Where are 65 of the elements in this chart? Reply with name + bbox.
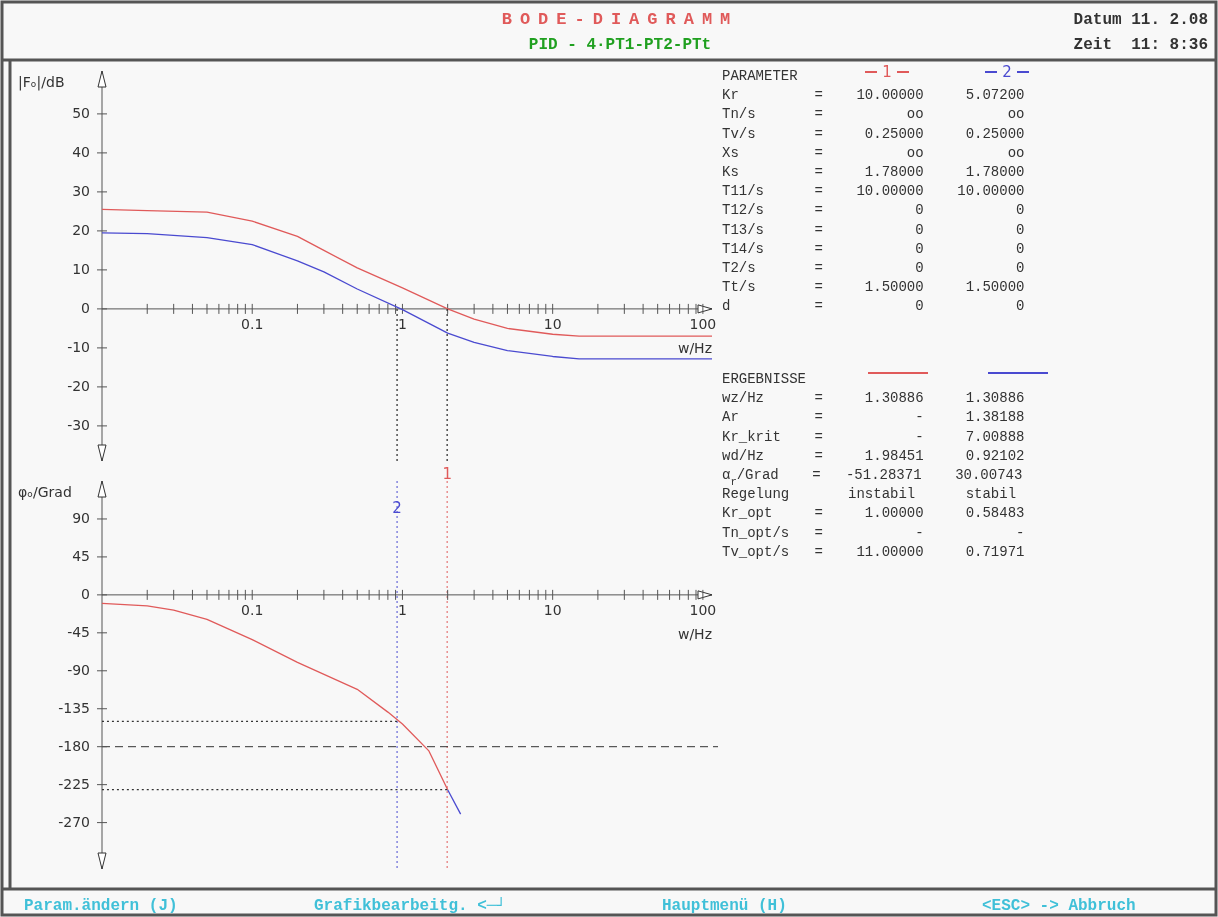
y-tick-label: 30 bbox=[72, 183, 90, 200]
y-tick-label: -10 bbox=[67, 339, 90, 356]
text: Ar = - 1.38188 bbox=[722, 409, 1025, 426]
text: Tt/s = 1.50000 1.50000 bbox=[722, 279, 1025, 296]
text: T14/s = 0 0 bbox=[722, 240, 1025, 257]
y-tick-label: 0 bbox=[81, 300, 90, 317]
annotation: 1 bbox=[442, 465, 452, 483]
chart-subtitle: PID - 4·PT1-PT2-PTt bbox=[528, 36, 712, 54]
text: Regelung instabil stabil bbox=[722, 486, 1017, 503]
text: Tn_opt/s = - - bbox=[722, 524, 1025, 541]
annotation: 2 bbox=[392, 498, 402, 517]
text: ERGEBNISSE bbox=[722, 371, 807, 387]
text: α$_{r}$/Grad = -51.28371 30.00743 bbox=[722, 467, 1023, 488]
y-tick-label: 90 bbox=[72, 510, 90, 527]
x-tick-label: 100 bbox=[689, 315, 717, 332]
y-tick-label: -20 bbox=[67, 378, 90, 395]
y-tick-label: 10 bbox=[72, 261, 90, 278]
x-tick-label: 10 bbox=[543, 315, 562, 332]
text: Param.ändern (J) bbox=[24, 897, 178, 915]
text: T13/s = 0 0 bbox=[722, 221, 1025, 238]
x-tick-label: 0.1 bbox=[241, 315, 264, 332]
y-tick-label: 0 bbox=[81, 586, 90, 603]
y-tick-label: -270 bbox=[58, 814, 90, 831]
y-tick-label: -180 bbox=[58, 738, 90, 755]
legend-label: 1 bbox=[882, 63, 892, 81]
y-tick-label: -45 bbox=[67, 624, 90, 641]
x-axis-title: w/Hz bbox=[677, 339, 712, 356]
y-tick-label: 45 bbox=[72, 548, 90, 565]
x-axis-title: w/Hz bbox=[677, 625, 712, 642]
text: Hauptmenü (H) bbox=[662, 897, 787, 915]
text: Tv_opt/s = 11.00000 0.71971 bbox=[722, 543, 1025, 560]
x-tick-label: 0.1 bbox=[241, 601, 264, 618]
text: wd/Hz = 1.98451 0.92102 bbox=[722, 447, 1025, 464]
text: Kr_krit = - 7.00888 bbox=[722, 428, 1025, 445]
chart-title: BODE-DIAGRAMM bbox=[501, 10, 739, 29]
text: <ESC> -> Abbruch bbox=[982, 897, 1136, 915]
text: Xs = oo oo bbox=[722, 144, 1025, 161]
text: Tn/s = oo oo bbox=[722, 106, 1025, 123]
text: Kr_opt = 1.00000 0.58483 bbox=[722, 505, 1025, 522]
x-tick-label: 100 bbox=[689, 601, 717, 618]
text: T12/s = 0 0 bbox=[722, 202, 1025, 219]
legend-label: 2 bbox=[1002, 63, 1012, 81]
text: PARAMETER bbox=[722, 68, 799, 84]
text: d = 0 0 bbox=[722, 298, 1025, 315]
y-tick-label: -30 bbox=[67, 417, 90, 434]
text: T2/s = 0 0 bbox=[722, 260, 1025, 276]
text: Ks = 1.78000 1.78000 bbox=[722, 164, 1025, 180]
text: wz/Hz = 1.30886 1.30886 bbox=[722, 390, 1025, 407]
text: Datum 11. 2.08 bbox=[1073, 11, 1208, 29]
y-axis-title: φₒ/Grad bbox=[18, 484, 72, 500]
text: Tv/s = 0.25000 0.25000 bbox=[722, 125, 1025, 142]
y-tick-label: 20 bbox=[72, 222, 90, 239]
text: Kr = 10.00000 5.07200 bbox=[722, 87, 1025, 104]
y-tick-label: 40 bbox=[72, 144, 90, 161]
y-tick-label: -135 bbox=[58, 700, 90, 717]
y-axis-title: |Fₒ|/dB bbox=[18, 74, 65, 91]
y-tick-label: -225 bbox=[58, 776, 90, 793]
text: T11/s = 10.00000 10.00000 bbox=[722, 183, 1025, 200]
text: Grafikbearbeitg. <─┘ bbox=[314, 896, 507, 915]
x-tick-label: 1 bbox=[397, 315, 407, 332]
y-tick-label: 50 bbox=[72, 105, 90, 122]
y-tick-label: -90 bbox=[67, 662, 90, 679]
x-tick-label: 1 bbox=[397, 601, 407, 618]
x-tick-label: 10 bbox=[543, 601, 562, 618]
text: Zeit 11: 8:36 bbox=[1073, 36, 1208, 54]
